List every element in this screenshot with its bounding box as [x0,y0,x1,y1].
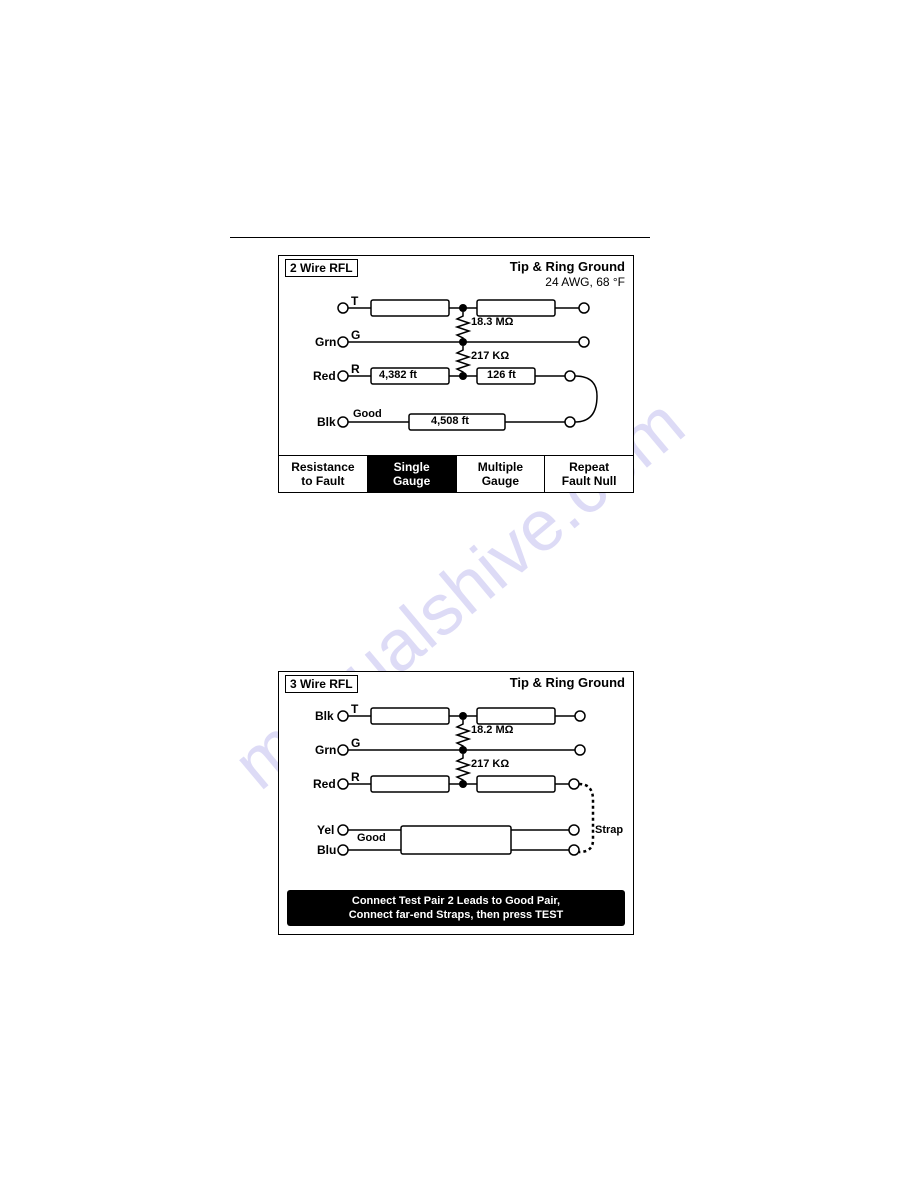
fig2-message: Connect Test Pair 2 Leads to Good Pair, … [287,890,625,926]
lbl-t: T [351,294,358,308]
val-dtf: 4,382 ft [379,369,417,381]
lbl-yel: Yel [317,823,334,837]
lbl-blu: Blu [317,843,336,857]
lbl-red2: Red [313,777,336,791]
page: manualshive.com 2 Wire RFL Tip & Ring Gr… [0,0,918,1188]
val2-r1: 18.2 MΩ [471,724,513,736]
lbl-r2: R [351,770,360,784]
lbl-good: Good [353,408,382,420]
lbl-r: R [351,362,360,376]
val-r1: 18.3 MΩ [471,316,513,328]
divider [230,237,650,238]
lbl-t2: T [351,702,358,716]
lbl-blk: Blk [317,415,336,429]
tab-single-gauge[interactable]: Single Gauge [368,456,457,492]
lbl-good2: Good [357,832,386,844]
val2-r2: 217 KΩ [471,758,509,770]
fig1-tabrow: Resistance to Fault Single Gauge Multipl… [279,455,633,492]
tab-resistance-to-fault[interactable]: Resistance to Fault [279,456,368,492]
lbl-grn2: Grn [315,743,336,757]
tab-multiple-gauge[interactable]: Multiple Gauge [457,456,546,492]
tab-repeat-fault-null[interactable]: Repeat Fault Null [545,456,633,492]
lbl-grn: Grn [315,335,336,349]
val-loop: 4,508 ft [431,415,469,427]
figure-3wire-rfl: 3 Wire RFL Tip & Ring Ground [278,671,634,935]
lbl-blk2: Blk [315,709,334,723]
lbl-red: Red [313,369,336,383]
val-r2: 217 KΩ [471,350,509,362]
lbl-strap: Strap [595,824,623,836]
lbl-g2: G [351,736,360,750]
val-dpf: 126 ft [487,369,516,381]
lbl-g: G [351,328,360,342]
figure-2wire-rfl: 2 Wire RFL Tip & Ring Ground 24 AWG, 68 … [278,255,634,493]
